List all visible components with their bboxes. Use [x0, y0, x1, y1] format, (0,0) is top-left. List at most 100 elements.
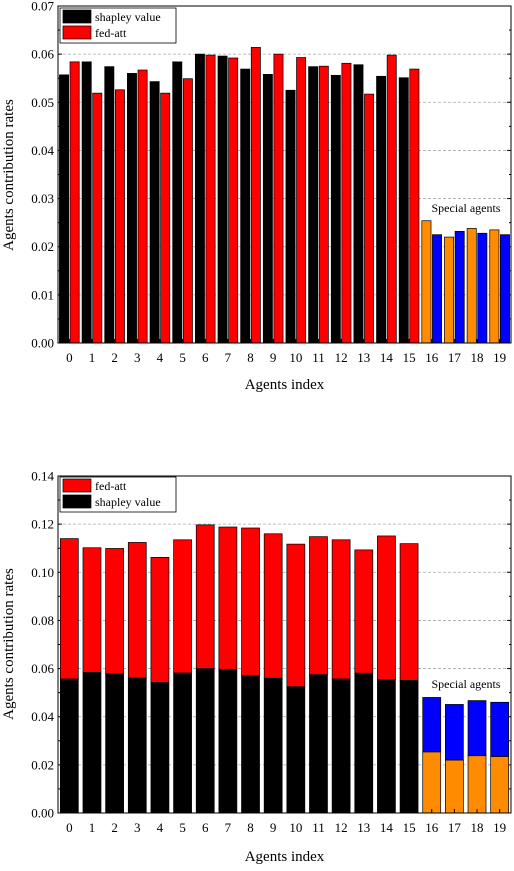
legend-swatch-shapley [62, 9, 92, 24]
x-tick-label: 15 [403, 350, 416, 365]
x-tick-label: 14 [380, 350, 394, 365]
bar-fed-att [386, 54, 397, 344]
legend-label-fed-att: fed-att [95, 26, 127, 40]
x-tick-label: 16 [425, 820, 439, 835]
x-tick-label: 18 [471, 350, 484, 365]
bar-fed-att [422, 697, 442, 753]
x-tick-label: 13 [357, 350, 370, 365]
bar-fed-att [173, 539, 192, 674]
bar-fed-att [195, 524, 215, 669]
x-tick-label: 8 [247, 350, 254, 365]
x-tick-label: 6 [202, 820, 209, 835]
y-axis-title: Agents contribution rates [1, 99, 17, 251]
x-tick-label: 19 [493, 820, 506, 835]
bar-shapley [353, 64, 364, 344]
legend-label-shapley: shapley value [95, 10, 161, 24]
bar-fed-att [296, 57, 307, 344]
x-tick-label: 5 [179, 820, 186, 835]
bar-fed-att [354, 549, 374, 674]
bar-fed-att [218, 526, 238, 670]
x-tick-label: 4 [157, 350, 164, 365]
y-tick-label: 0.08 [31, 613, 54, 628]
y-tick-label: 0.04 [31, 709, 54, 724]
y-tick-label: 0.03 [31, 191, 54, 206]
bar-shapley [399, 680, 419, 814]
bar-shapley [149, 81, 160, 344]
x-tick-label: 7 [225, 350, 232, 365]
bar-shapley [195, 668, 215, 814]
y-tick-label: 0.07 [31, 0, 54, 14]
y-tick-label: 0.00 [31, 336, 54, 351]
y-tick-label: 0.06 [31, 47, 54, 62]
x-tick-label: 15 [403, 820, 416, 835]
bar-shapley [262, 74, 273, 344]
bar-fed-att [241, 527, 260, 676]
x-tick-label: 1 [89, 820, 96, 835]
bar-shapley [444, 236, 455, 344]
bar-shapley [466, 228, 477, 344]
x-tick-label: 9 [270, 350, 277, 365]
bar-shapley [422, 751, 442, 814]
bar-fed-att [490, 701, 510, 757]
bar-fed-att [250, 47, 261, 344]
bar-fed-att [92, 92, 103, 344]
x-tick-label: 9 [270, 820, 277, 835]
x-tick-label: 6 [202, 350, 209, 365]
bar-shapley [104, 66, 115, 344]
x-tick-label: 12 [335, 820, 348, 835]
bar-shapley [240, 68, 251, 344]
x-tick-label: 17 [448, 820, 462, 835]
bar-fed-att [205, 54, 216, 344]
bar-shapley [377, 679, 396, 814]
bar-shapley [173, 672, 192, 814]
bar-fed-att [341, 62, 352, 344]
bar-shapley [150, 682, 170, 814]
x-tick-label: 18 [471, 820, 484, 835]
bar-shapley [376, 75, 387, 344]
bar-shapley [127, 73, 137, 344]
y-tick-label: 0.00 [31, 806, 54, 821]
bar-fed-att [467, 700, 487, 757]
bar-shapley [59, 678, 79, 814]
x-tick-label: 13 [357, 820, 370, 835]
x-tick-label: 1 [89, 350, 96, 365]
bar-shapley [218, 668, 238, 814]
x-tick-label: 0 [66, 350, 73, 365]
legend: fed-att shapley value [59, 476, 177, 513]
y-tick-label: 0.02 [31, 757, 54, 772]
bar-shapley [489, 229, 500, 344]
x-tick-label: 10 [289, 820, 302, 835]
x-tick-label: 7 [225, 820, 232, 835]
x-tick-label: 11 [312, 350, 325, 365]
plot-frame [57, 475, 512, 814]
bar-shapley [172, 61, 183, 344]
bar-fed-att [105, 548, 124, 675]
y-tick-label: 0.06 [31, 661, 54, 676]
x-tick-label: 8 [247, 820, 254, 835]
bar-shapley [81, 61, 92, 344]
bar-fed-att [409, 68, 420, 344]
bar-fed-att [160, 92, 171, 344]
chart-2: 0.00 0.02 0.04 0.06 0.08 0.10 0.12 0.14 0 1 2 3 4 5 6 7… [1, 469, 512, 865]
bar-shapley [330, 74, 341, 344]
special-agents-annotation: Special agents [432, 677, 501, 691]
bar-shapley [467, 755, 487, 814]
bar-fed-att [331, 539, 351, 680]
bar-fed-att [309, 536, 328, 675]
legend-swatch-fed-att [62, 25, 92, 40]
bar-shapley [308, 66, 319, 344]
bar-fed-att [127, 542, 147, 679]
x-axis-title: Agents index [245, 377, 325, 393]
bar-fed-att [432, 234, 442, 344]
bar-fed-att [228, 57, 239, 344]
x-tick-label: 3 [134, 820, 141, 835]
bar-fed-att [454, 230, 465, 344]
x-tick-label: 17 [448, 350, 462, 365]
bar-shapley [309, 674, 328, 814]
bar-fed-att [318, 65, 329, 344]
bar-shapley [398, 77, 409, 344]
bar-fed-att [477, 232, 488, 344]
y-tick-label: 0.10 [31, 565, 54, 580]
